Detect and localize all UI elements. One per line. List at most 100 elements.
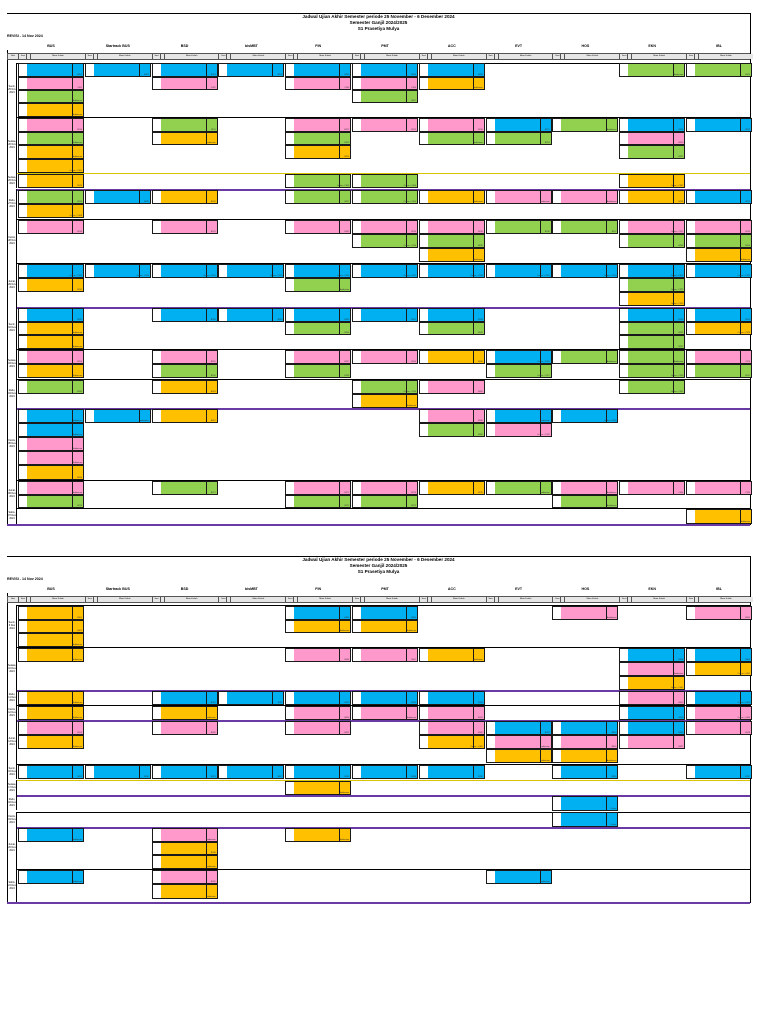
exam-slot-bismbt[interactable]: B204 bbox=[218, 63, 285, 77]
exam-slot-bsd[interactable]: B256 bbox=[151, 364, 218, 378]
exam-slot-bismbt[interactable]: B311 bbox=[218, 691, 285, 705]
exam-slot-pmt[interactable]: B206 bbox=[352, 63, 418, 77]
exam-slot-fin[interactable]: Auditorium bbox=[285, 620, 352, 633]
exam-slot-ekn[interactable]: Auditorium bbox=[619, 63, 686, 77]
exam-slot-bismbt[interactable]: Online - C315 bbox=[218, 264, 285, 278]
exam-slot-ekn[interactable]: B228 bbox=[619, 190, 686, 204]
exam-slot-pmt[interactable]: B307 bbox=[352, 648, 418, 662]
exam-slot-fin[interactable]: Auditorium bbox=[285, 278, 352, 292]
exam-slot-pmt[interactable]: B274 bbox=[352, 481, 418, 495]
exam-slot-ekn[interactable]: Online - C307 bbox=[619, 174, 686, 188]
exam-slot-bus[interactable]: Auditorium bbox=[18, 103, 84, 117]
exam-slot-ekn[interactable]: B221 bbox=[619, 145, 686, 159]
exam-slot-bus[interactable]: Auditorium bbox=[18, 90, 84, 103]
exam-slot-fin[interactable]: B316 bbox=[285, 706, 352, 720]
exam-slot-ibl[interactable]: C329 bbox=[686, 350, 752, 364]
exam-slot-bsd[interactable]: B331 bbox=[151, 765, 218, 779]
exam-slot-bsd[interactable]: Auditorium bbox=[151, 855, 218, 869]
exam-slot-bus[interactable]: Auditorium bbox=[18, 364, 84, 378]
exam-slot-bsd[interactable]: Auditorium bbox=[151, 706, 218, 720]
exam-slot-hos[interactable]: Auditorium bbox=[552, 118, 619, 132]
exam-slot-ekn[interactable]: B327 bbox=[619, 735, 686, 749]
exam-slot-bus[interactable]: Auditorium bbox=[18, 481, 84, 495]
exam-slot-acc[interactable]: B317 bbox=[418, 706, 485, 720]
exam-slot-bus[interactable]: Auditorium bbox=[18, 132, 84, 145]
exam-slot-acc[interactable]: Auditorium bbox=[418, 190, 485, 204]
exam-slot-pmt[interactable]: B304 bbox=[352, 606, 418, 620]
exam-slot-ekn[interactable]: Online - C401 bbox=[619, 676, 686, 690]
exam-slot-bus[interactable]: Auditorium bbox=[18, 735, 84, 749]
exam-slot-hos[interactable]: Auditorium bbox=[552, 606, 619, 620]
exam-slot-bus[interactable]: Auditorium bbox=[18, 437, 84, 451]
exam-slot-pmt[interactable]: Online - C306 bbox=[352, 174, 418, 188]
exam-slot-acc[interactable]: B314 bbox=[418, 691, 485, 705]
exam-slot-bsd[interactable]: B226 bbox=[151, 190, 218, 204]
exam-slot-evt[interactable]: Auditorium bbox=[485, 190, 552, 204]
exam-slot-bus[interactable]: C301 bbox=[18, 77, 84, 90]
exam-slot-bus[interactable]: Online - C312 bbox=[18, 264, 84, 278]
exam-slot-hos[interactable]: Online - C333 bbox=[552, 409, 619, 423]
exam-slot-bus[interactable]: Auditorium bbox=[18, 322, 84, 335]
exam-slot-hos[interactable]: Auditorium bbox=[552, 495, 619, 508]
exam-slot-fin[interactable]: B212 bbox=[285, 118, 352, 132]
exam-slot-bus[interactable]: B319 bbox=[18, 721, 84, 735]
exam-slot-bsd[interactable]: B263 bbox=[151, 380, 218, 394]
exam-slot-bus[interactable]: Auditorium bbox=[18, 706, 84, 720]
exam-slot-pmt[interactable]: Auditorium bbox=[352, 394, 418, 408]
exam-slot-bsd[interactable]: Auditorium bbox=[151, 884, 218, 899]
exam-slot-bsd[interactable]: B267 bbox=[151, 409, 218, 423]
exam-slot-bus[interactable]: Auditorium bbox=[18, 648, 84, 662]
exam-slot-bus[interactable]: B266 bbox=[18, 465, 84, 480]
exam-slot-startrack-bus[interactable]: B225 bbox=[84, 190, 151, 204]
exam-slot-ibl[interactable]: B239 bbox=[686, 220, 752, 234]
exam-slot-bus[interactable]: B270 bbox=[18, 495, 84, 508]
exam-slot-bsd[interactable]: C302 bbox=[151, 77, 218, 90]
exam-slot-acc[interactable]: Auditorium bbox=[418, 132, 485, 145]
exam-slot-acc[interactable]: B248 bbox=[418, 308, 485, 322]
exam-slot-fin[interactable]: B214 bbox=[285, 145, 352, 159]
exam-slot-ekn[interactable]: Online - C311 bbox=[619, 220, 686, 234]
exam-slot-ekn[interactable]: Online - C331 bbox=[619, 380, 686, 394]
exam-slot-ibl[interactable]: B328 bbox=[686, 721, 752, 735]
exam-slot-bsd[interactable]: B243 bbox=[151, 308, 218, 322]
exam-slot-fin[interactable]: B303 bbox=[285, 606, 352, 620]
exam-slot-bus[interactable]: Online - C308 bbox=[18, 204, 84, 218]
exam-slot-bus[interactable]: Auditorium bbox=[18, 633, 84, 647]
exam-slot-bsd[interactable]: B255 bbox=[151, 350, 218, 364]
exam-slot-bus[interactable]: B241 bbox=[18, 278, 84, 292]
exam-slot-bus[interactable]: Auditorium bbox=[18, 828, 84, 842]
exam-slot-bus[interactable]: Auditorium bbox=[18, 335, 84, 349]
exam-slot-fin[interactable]: C303 bbox=[285, 77, 352, 90]
exam-slot-evt[interactable]: Online - C326 bbox=[485, 350, 552, 364]
exam-slot-startrack-bus[interactable]: B330 bbox=[84, 765, 151, 779]
exam-slot-fin[interactable]: Auditorium bbox=[285, 781, 352, 795]
exam-slot-fin[interactable]: B246 bbox=[285, 322, 352, 335]
exam-slot-acc[interactable]: B234 bbox=[418, 220, 485, 234]
exam-slot-pmt[interactable]: Online - C310 bbox=[352, 234, 418, 248]
exam-slot-bsd[interactable]: B310 bbox=[151, 691, 218, 705]
exam-slot-startrack-bus[interactable]: B202 bbox=[84, 63, 151, 77]
exam-slot-bus[interactable]: B262 bbox=[18, 380, 84, 394]
exam-slot-ekn[interactable]: B251 bbox=[619, 322, 686, 335]
exam-slot-bsd[interactable]: Auditorium bbox=[151, 132, 218, 145]
exam-slot-evt[interactable]: Auditorium bbox=[485, 735, 552, 749]
exam-slot-pmt[interactable]: Online - C330 bbox=[352, 380, 418, 394]
exam-slot-evt[interactable]: B217 bbox=[485, 118, 552, 132]
exam-slot-fin[interactable]: B245 bbox=[285, 308, 352, 322]
exam-slot-bismbt[interactable]: B244 bbox=[218, 308, 285, 322]
exam-slot-acc[interactable]: Auditorium bbox=[418, 648, 485, 662]
exam-slot-evt[interactable]: Auditorium bbox=[485, 870, 552, 884]
exam-slot-bus[interactable]: Online - C301 bbox=[18, 159, 84, 173]
exam-slot-acc[interactable]: B249 bbox=[418, 322, 485, 335]
exam-slot-ibl[interactable]: B253 bbox=[686, 308, 752, 322]
exam-slot-startrack-bus[interactable]: Auditorium bbox=[84, 409, 151, 423]
exam-slot-hos[interactable]: B336 bbox=[552, 765, 619, 779]
exam-slot-ekn[interactable]: Online - C321 bbox=[619, 264, 686, 278]
exam-slot-ekn[interactable]: B250 bbox=[619, 308, 686, 322]
exam-slot-ekn[interactable]: Online - C328 bbox=[619, 364, 686, 378]
exam-slot-bismbt[interactable]: B332 bbox=[218, 765, 285, 779]
exam-slot-bus[interactable]: Auditorium bbox=[18, 145, 84, 159]
exam-slot-ibl[interactable]: Online - C403 bbox=[686, 691, 752, 705]
exam-slot-acc[interactable]: B208 bbox=[418, 63, 485, 77]
exam-slot-fin[interactable]: Online - C316 bbox=[285, 264, 352, 278]
